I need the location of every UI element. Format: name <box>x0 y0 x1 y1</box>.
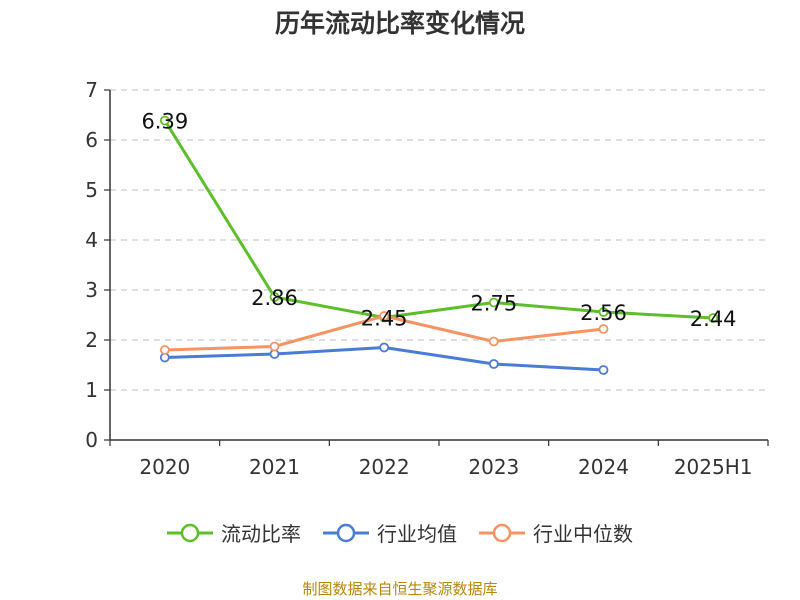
y-tick-label: 6 <box>85 128 98 152</box>
y-tick-label: 5 <box>85 178 98 202</box>
data-point <box>379 342 390 353</box>
label-layer: 6.39 2.86 2.45 2.75 2.56 2.44 <box>141 110 736 332</box>
y-tick-label: 2 <box>85 328 98 352</box>
data-point <box>488 359 499 369</box>
data-label: 2.56 <box>580 301 627 325</box>
axis-layer: 0 1 2 3 4 5 6 7 2020 2021 2022 2023 2024 2025H1 <box>85 78 769 479</box>
y-tick-label: 1 <box>85 378 98 402</box>
legend-label: 行业中位数 <box>533 522 633 546</box>
legend: 流动比率 行业均值 行业中位数 <box>0 518 800 547</box>
data-point <box>598 307 609 317</box>
data-point <box>598 365 609 375</box>
data-point <box>708 313 719 323</box>
x-tick-label: 2025H1 <box>674 455 753 479</box>
series-layer <box>159 115 719 375</box>
data-label: 2.44 <box>690 307 737 331</box>
data-point <box>159 345 170 355</box>
data-label: 6.39 <box>141 110 188 134</box>
y-tick-label: 3 <box>85 278 98 302</box>
legend-marker-icon <box>167 523 213 542</box>
data-label: 2.86 <box>251 286 298 310</box>
data-point <box>379 311 390 321</box>
data-point <box>159 115 170 126</box>
legend-label: 行业均值 <box>377 522 457 546</box>
data-point <box>269 341 280 352</box>
x-tick-label: 2024 <box>578 455 629 479</box>
legend-item[interactable]: 行业均值 <box>323 518 457 547</box>
data-point <box>269 292 280 302</box>
x-tick-label: 2022 <box>359 455 410 479</box>
y-tick-label: 4 <box>85 228 98 252</box>
legend-marker-icon <box>479 523 525 542</box>
grid-layer <box>110 89 768 391</box>
data-point <box>488 336 499 347</box>
legend-marker-icon <box>323 523 369 542</box>
data-label: 2.45 <box>361 307 408 331</box>
data-label: 2.75 <box>470 292 517 316</box>
legend-item[interactable]: 行业中位数 <box>479 518 633 547</box>
chart-title: 历年流动比率变化情况 <box>274 9 525 38</box>
legend-label: 流动比率 <box>221 522 301 546</box>
source-note: 制图数据来自恒生聚源数据库 <box>302 580 498 598</box>
data-point <box>488 297 499 308</box>
data-point <box>598 324 609 334</box>
x-tick-label: 2023 <box>468 455 519 479</box>
y-tick-label: 0 <box>85 428 98 452</box>
x-tick-label: 2020 <box>139 455 190 479</box>
x-tick-label: 2021 <box>249 455 300 479</box>
y-tick-label: 7 <box>85 78 98 102</box>
legend-item[interactable]: 流动比率 <box>167 518 301 547</box>
series-line-0 <box>163 119 714 320</box>
